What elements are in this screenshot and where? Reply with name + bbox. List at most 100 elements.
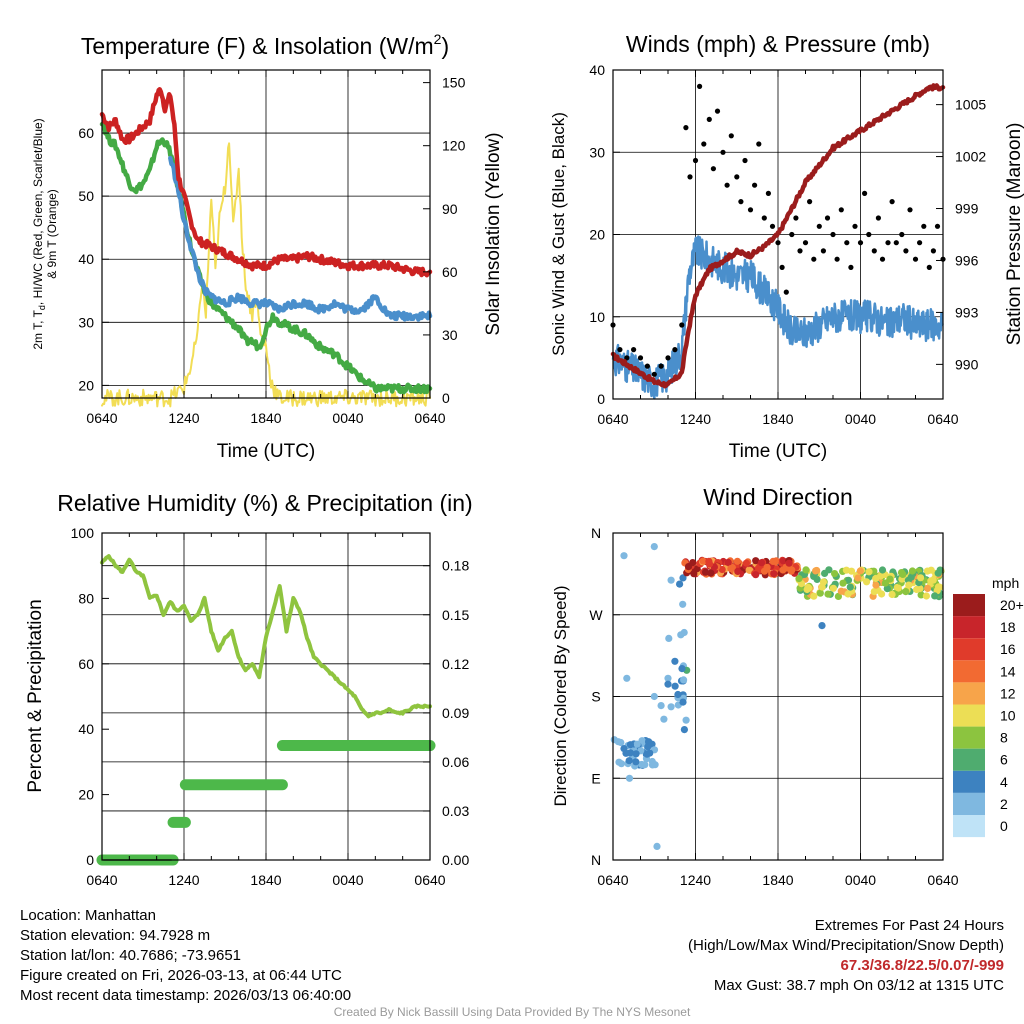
direction-point [863, 578, 871, 586]
gust-point [834, 256, 840, 262]
winds-panel: Winds (mph) & Pressure (mb) 0640 1240 1840… [549, 31, 1024, 462]
legend-label: 4 [1000, 774, 1008, 790]
extremes-subtitle: (High/Low/Max Wind/Precipitation/Snow De… [688, 937, 1004, 954]
y-tick-label: 0 [86, 852, 94, 868]
y2-tick-label: 0.00 [442, 852, 469, 868]
direction-point [620, 552, 628, 560]
direction-point [667, 576, 675, 584]
direction-point [865, 568, 873, 576]
gust-point [706, 116, 712, 122]
location-text: Location: Manhattan [20, 907, 156, 924]
elevation-text: Station elevation: 94.7928 m [20, 927, 211, 944]
direction-point [752, 557, 760, 565]
gust-point [852, 223, 858, 229]
gust-point [811, 256, 817, 262]
direction-point [924, 584, 932, 593]
direction-point [788, 566, 796, 574]
direction-point [760, 567, 769, 575]
gust-point [651, 371, 657, 377]
y2-tick-label: 999 [955, 201, 979, 217]
y2-tick-label: 120 [442, 138, 466, 154]
y-tick-label: N [591, 525, 601, 541]
legend-label: 10 [1000, 708, 1016, 724]
legend-swatch [953, 770, 985, 793]
x-tick-label: 0640 [86, 410, 117, 426]
humidity-ticks: 0640 1240 1840 0040 0640 0 20 40 60 80 100 0.00 0.03… [71, 525, 470, 888]
gust-point [912, 256, 919, 262]
winds-series [610, 83, 946, 400]
direction-point [821, 569, 829, 578]
direction-point [644, 743, 652, 751]
direction-point [872, 574, 880, 583]
direction-point [934, 583, 943, 591]
legend-swatch [953, 792, 985, 815]
gust-point [820, 248, 827, 254]
gust-point [617, 347, 623, 353]
legend-label: 18 [1000, 619, 1016, 635]
direction-point [818, 622, 826, 630]
y-tick-label: 40 [589, 62, 605, 78]
x-tick-label: 0640 [597, 411, 628, 427]
gust-point [830, 231, 836, 238]
direction-point [846, 583, 854, 591]
gust-point [848, 264, 854, 270]
gust-point [807, 199, 813, 205]
direction-point [779, 566, 787, 574]
direction-point [671, 657, 679, 665]
direction-point [650, 692, 658, 701]
legend-title: mph [992, 575, 1019, 591]
direction-point [779, 557, 787, 565]
direction-point [908, 567, 917, 575]
direction-point [610, 736, 618, 744]
direction-point [653, 842, 661, 851]
x-tick-label: 1240 [680, 411, 711, 427]
y-tick-label: 0 [597, 391, 605, 407]
gust-point [720, 149, 726, 155]
humidity-title: Relative Humidity (%) & Precipitation (i… [57, 490, 472, 516]
humidity-panel: Relative Humidity (%) & Precipitation (i… [25, 490, 473, 888]
gust-point [793, 215, 799, 221]
gust-point [871, 248, 877, 254]
direction-point [699, 557, 707, 565]
gust-point [879, 256, 886, 262]
direction-point [660, 715, 668, 723]
x-tick-label: 1840 [250, 872, 281, 888]
direction-point [881, 579, 890, 587]
legend-swatch [953, 704, 985, 727]
gust-point [697, 83, 703, 89]
gust-point [862, 190, 868, 196]
created-text: Figure created on Fri, 2026-03-13, at 06… [20, 967, 342, 984]
x-tick-label: 1240 [680, 872, 711, 888]
gust-point [765, 190, 772, 196]
gust-point [866, 231, 872, 238]
gust-point [816, 223, 822, 229]
y-tick-label: 20 [78, 377, 94, 393]
direction-point [667, 703, 675, 711]
direction-point [878, 590, 886, 598]
humidity-grid [102, 533, 430, 860]
wind-direction-title: Wind Direction [703, 484, 853, 510]
y-tick-label: 100 [71, 525, 95, 541]
humidity-ylabel: Percent & Precipitation [25, 599, 46, 792]
y-tick-label: N [591, 852, 601, 868]
direction-point [682, 716, 690, 724]
latlon-text: Station lat/lon: 40.7686; -73.9651 [20, 947, 242, 964]
x-tick-label: 1240 [168, 410, 199, 426]
direction-point [795, 575, 803, 583]
legend-swatch [953, 660, 985, 683]
x-tick-label: 0640 [597, 872, 628, 888]
direction-point [844, 576, 853, 584]
gust-point [917, 240, 923, 246]
y2-tick-label: 0.12 [442, 656, 469, 672]
y2-tick-label: 0.09 [442, 705, 469, 721]
y2-tick-label: 0.06 [442, 754, 469, 770]
y2-tick-label: 150 [442, 75, 466, 91]
direction-point [705, 557, 713, 566]
legend-label: 16 [1000, 641, 1016, 657]
extremes-values: 67.3/36.8/22.5/0.07/-999 [840, 957, 1004, 974]
direction-point [934, 569, 942, 577]
direction-point [641, 761, 649, 769]
direction-point [883, 585, 891, 593]
direction-point [623, 674, 631, 682]
y-tick-label: 30 [78, 314, 94, 330]
